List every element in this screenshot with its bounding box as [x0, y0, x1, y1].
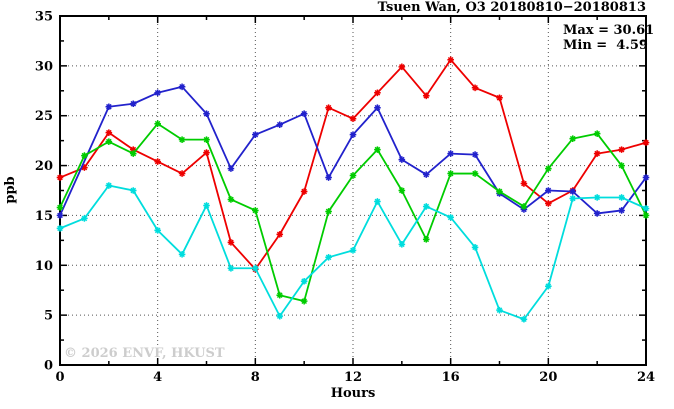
plot-area: 0 4 8 12 16 20 24 0 5 10 15 20 25 30 35	[35, 10, 655, 386]
min-annotation: Min = 4.59	[563, 38, 648, 53]
y-tick-label: 20	[35, 159, 53, 174]
y-tick-label: 10	[35, 259, 53, 274]
max-annotation: Max = 30.61	[563, 23, 654, 38]
y-axis-title: ppb	[3, 176, 18, 203]
y-tick-label: 30	[35, 59, 53, 74]
y-tick-label: 5	[44, 309, 53, 324]
green-line-markers	[56, 120, 650, 305]
x-tick-label: 12	[344, 370, 362, 385]
blue-line	[59, 85, 647, 216]
blue-line-markers	[56, 83, 650, 219]
x-tick-label: 0	[55, 370, 64, 385]
x-axis-title: Hours	[331, 386, 376, 401]
y-tick-label: 0	[44, 359, 53, 374]
y-tick-label: 15	[35, 209, 53, 224]
x-tick-label: 24	[637, 370, 655, 385]
watermark: © 2026 ENVF, HKUST	[64, 346, 225, 361]
cyan-line-markers	[56, 182, 650, 323]
chart-title: Tsuen Wan, O3 20180810−20180813	[378, 0, 646, 15]
x-tick-label: 16	[442, 370, 460, 385]
y-tick-label: 25	[35, 109, 53, 124]
x-tick-label: 20	[539, 370, 557, 385]
x-tick-label: 8	[251, 370, 260, 385]
x-tick-label: 4	[153, 370, 162, 385]
y-tick-label: 35	[35, 10, 53, 25]
